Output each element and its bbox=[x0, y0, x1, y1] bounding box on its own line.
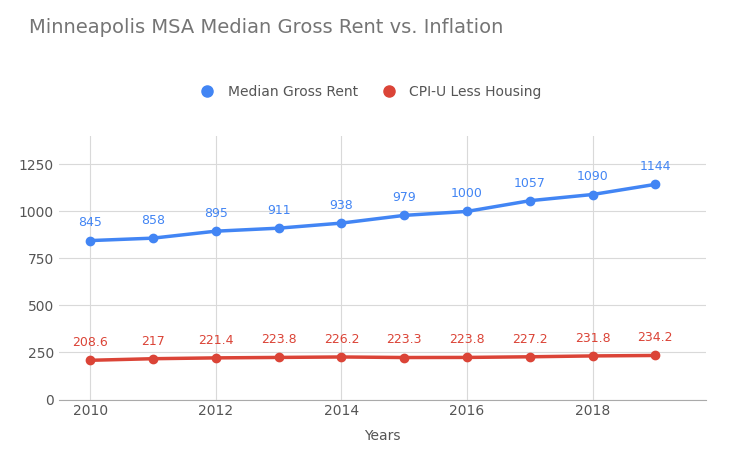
Median Gross Rent bbox=[337, 220, 345, 226]
X-axis label: Years: Years bbox=[364, 429, 401, 444]
CPI-U Less Housing bbox=[526, 354, 534, 360]
Median Gross Rent bbox=[588, 192, 597, 197]
Text: 226.2: 226.2 bbox=[323, 333, 359, 346]
Text: 845: 845 bbox=[78, 217, 102, 229]
CPI-U Less Housing bbox=[148, 356, 157, 361]
Text: 858: 858 bbox=[141, 214, 165, 227]
Median Gross Rent bbox=[526, 198, 534, 203]
Text: 231.8: 231.8 bbox=[575, 332, 610, 345]
Text: 938: 938 bbox=[329, 199, 354, 212]
CPI-U Less Housing bbox=[400, 355, 409, 360]
CPI-U Less Housing bbox=[651, 353, 660, 358]
Text: 208.6: 208.6 bbox=[72, 336, 108, 349]
Median Gross Rent bbox=[148, 236, 157, 241]
Text: 1144: 1144 bbox=[639, 160, 671, 173]
Text: 221.4: 221.4 bbox=[198, 334, 234, 347]
Text: Minneapolis MSA Median Gross Rent vs. Inflation: Minneapolis MSA Median Gross Rent vs. In… bbox=[29, 18, 503, 37]
Text: 1000: 1000 bbox=[451, 188, 483, 200]
Line: Median Gross Rent: Median Gross Rent bbox=[86, 180, 659, 245]
Text: 1090: 1090 bbox=[577, 170, 609, 183]
Text: 1057: 1057 bbox=[514, 177, 545, 190]
CPI-U Less Housing bbox=[212, 355, 220, 360]
Text: 895: 895 bbox=[204, 207, 228, 220]
Text: 227.2: 227.2 bbox=[512, 333, 548, 345]
Text: 223.3: 223.3 bbox=[387, 333, 422, 346]
CPI-U Less Housing bbox=[337, 354, 345, 360]
Median Gross Rent bbox=[400, 212, 409, 218]
CPI-U Less Housing bbox=[588, 353, 597, 359]
Text: 234.2: 234.2 bbox=[638, 331, 673, 345]
Median Gross Rent bbox=[274, 226, 283, 231]
Text: 979: 979 bbox=[392, 191, 416, 204]
CPI-U Less Housing bbox=[86, 358, 95, 363]
Line: CPI-U Less Housing: CPI-U Less Housing bbox=[86, 351, 659, 365]
Text: 217: 217 bbox=[141, 335, 165, 348]
Median Gross Rent bbox=[86, 238, 95, 243]
Legend: Median Gross Rent, CPI-U Less Housing: Median Gross Rent, CPI-U Less Housing bbox=[187, 79, 548, 105]
Median Gross Rent bbox=[651, 182, 660, 187]
Median Gross Rent bbox=[462, 209, 471, 214]
Text: 223.8: 223.8 bbox=[449, 333, 485, 346]
Median Gross Rent bbox=[212, 228, 220, 234]
CPI-U Less Housing bbox=[462, 355, 471, 360]
CPI-U Less Housing bbox=[274, 355, 283, 360]
Text: 911: 911 bbox=[267, 204, 290, 217]
Text: 223.8: 223.8 bbox=[261, 333, 296, 346]
